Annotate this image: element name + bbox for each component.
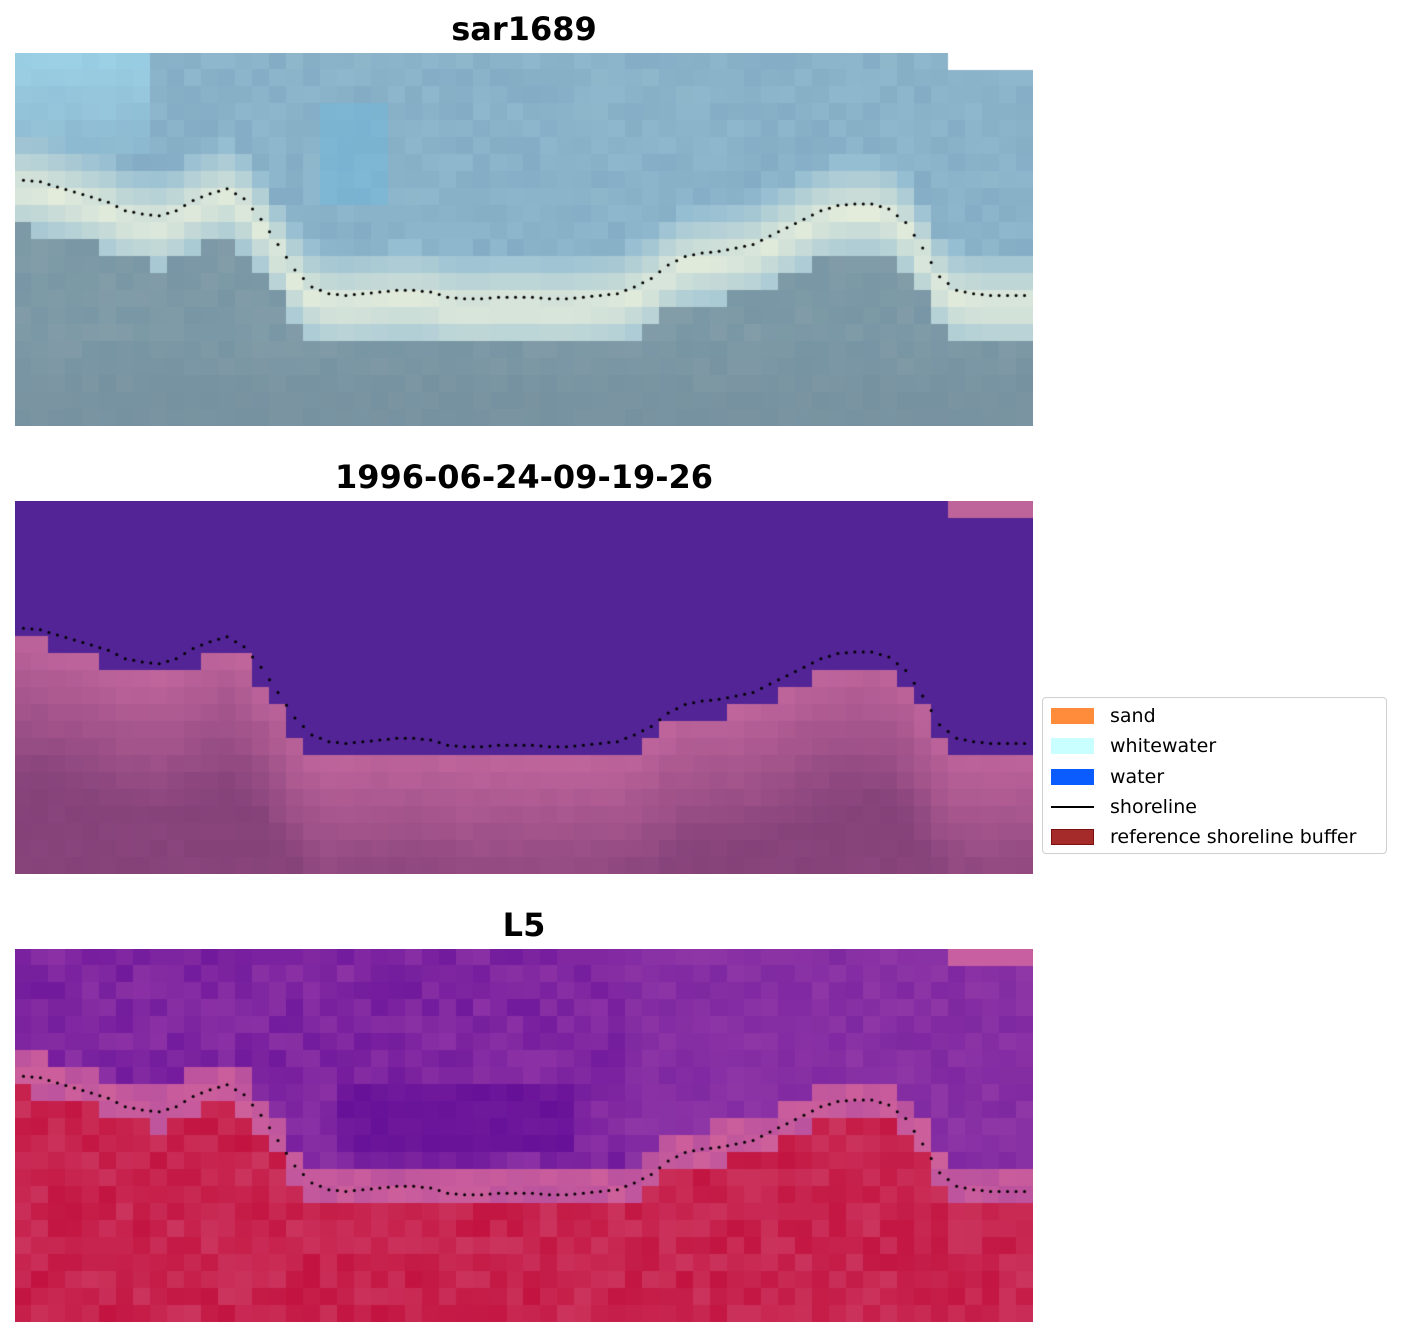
legend-item-sand: sand xyxy=(1051,704,1156,728)
legend-label: reference shoreline buffer xyxy=(1110,826,1357,848)
legend-swatch xyxy=(1051,738,1094,754)
legend-swatch xyxy=(1051,829,1094,845)
classification-image xyxy=(15,501,1033,874)
legend-label: sand xyxy=(1110,705,1156,727)
panel-title: sar1689 xyxy=(451,10,597,48)
legend-label: whitewater xyxy=(1110,735,1217,757)
legend-swatch xyxy=(1051,708,1094,724)
legend-item-shoreline: shoreline xyxy=(1051,795,1197,819)
panel-title: 1996-06-24-09-19-26 xyxy=(334,458,714,496)
index-image xyxy=(15,949,1033,1322)
legend-item-water: water xyxy=(1051,765,1164,789)
rgb-image xyxy=(15,53,1033,426)
panel-title: L5 xyxy=(502,906,546,944)
legend-label: water xyxy=(1110,766,1165,788)
legend: sand whitewater water shoreline referenc… xyxy=(1042,697,1387,854)
legend-label: shoreline xyxy=(1110,796,1197,818)
legend-item-whitewater: whitewater xyxy=(1051,734,1216,758)
legend-swatch xyxy=(1051,769,1094,785)
legend-line xyxy=(1051,806,1094,808)
legend-item-reference-buffer: reference shoreline buffer xyxy=(1051,825,1356,849)
